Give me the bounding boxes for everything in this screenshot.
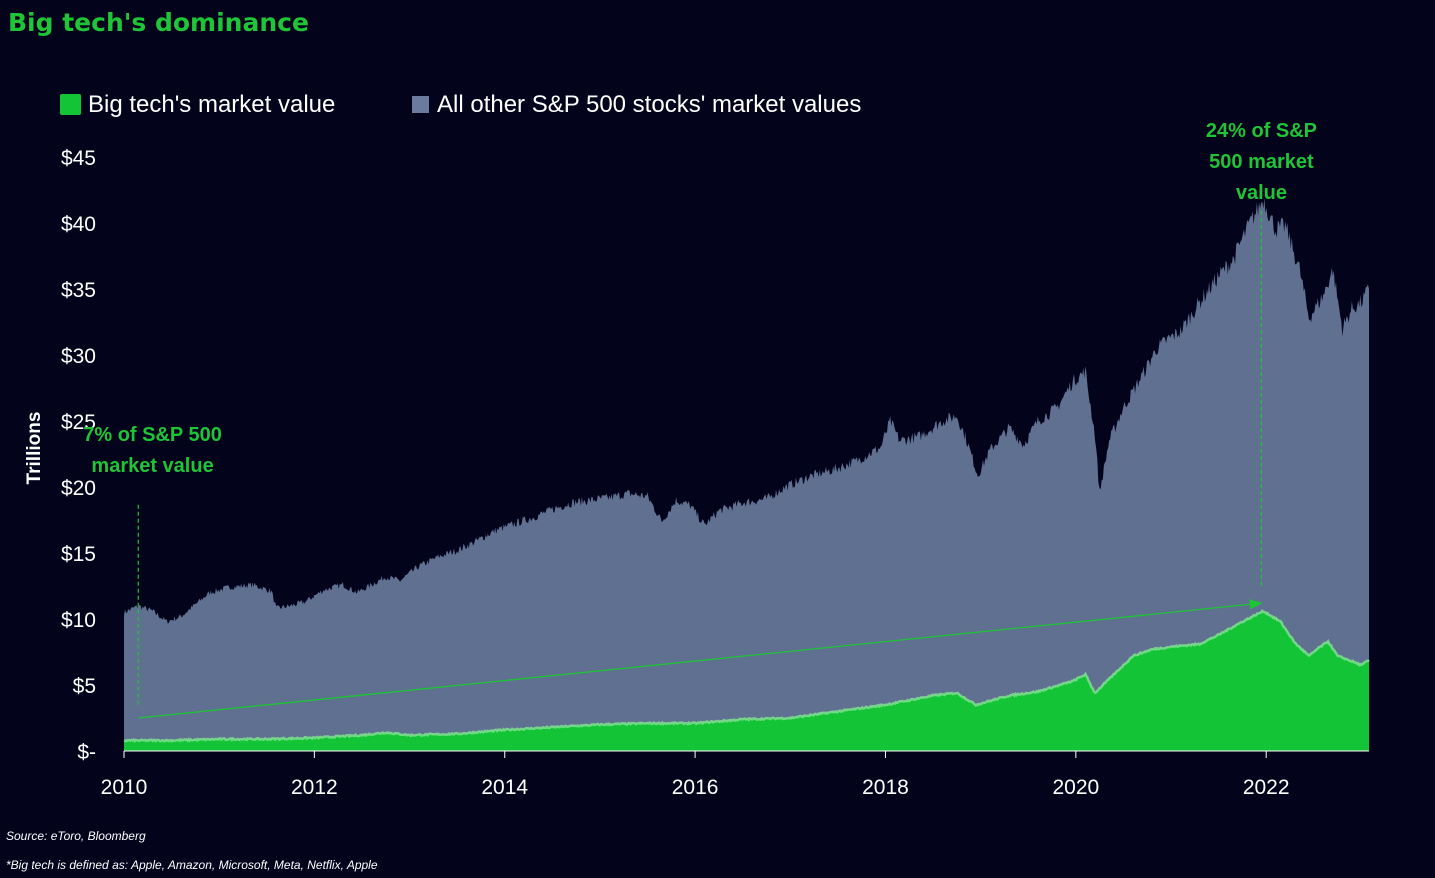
chart-title: Big tech's dominance bbox=[8, 8, 309, 37]
annotation-text: 500 market bbox=[1209, 151, 1314, 173]
legend-label-bigtech: Big tech's market value bbox=[88, 91, 335, 118]
x-tick-label: 2012 bbox=[291, 776, 338, 799]
x-tick-label: 2018 bbox=[862, 776, 909, 799]
y-tick-label: $15 bbox=[61, 543, 96, 566]
annotation-text: 7% of S&P 500 bbox=[83, 424, 222, 446]
x-tick-label: 2010 bbox=[101, 776, 148, 799]
y-tick-label: $- bbox=[77, 741, 96, 764]
annotation-arrow bbox=[138, 599, 1263, 719]
footnote: *Big tech is defined as: Apple, Amazon, … bbox=[6, 858, 378, 872]
legend-label-others: All other S&P 500 stocks' market values bbox=[437, 91, 861, 118]
series-area-others bbox=[124, 198, 1369, 751]
y-tick-label: $45 bbox=[61, 147, 96, 170]
series-line-bigtech bbox=[123, 608, 1370, 744]
x-tick-label: 2016 bbox=[672, 776, 719, 799]
x-tick-label: 2022 bbox=[1243, 776, 1290, 799]
y-tick-label: $20 bbox=[61, 477, 96, 500]
y-tick-label: $35 bbox=[61, 279, 96, 302]
annotation-text: 24% of S&P bbox=[1206, 120, 1317, 142]
annotation-text: value bbox=[1236, 182, 1287, 204]
y-tick-label: $5 bbox=[73, 675, 96, 698]
x-tick-label: 2014 bbox=[481, 776, 528, 799]
legend-swatch-bigtech bbox=[60, 94, 81, 115]
y-tick-label: $40 bbox=[61, 213, 96, 236]
legend-swatch-others bbox=[412, 96, 429, 113]
x-tick-label: 2020 bbox=[1052, 776, 1099, 799]
y-axis-label: Trillions bbox=[24, 412, 45, 485]
y-tick-label: $10 bbox=[61, 609, 96, 632]
source-note: Source: eToro, Bloomberg bbox=[6, 829, 146, 843]
y-tick-label: $30 bbox=[61, 345, 96, 368]
series-area-bigtech bbox=[124, 610, 1369, 751]
annotation-text: market value bbox=[91, 455, 213, 477]
y-tick-label: $25 bbox=[61, 411, 96, 434]
